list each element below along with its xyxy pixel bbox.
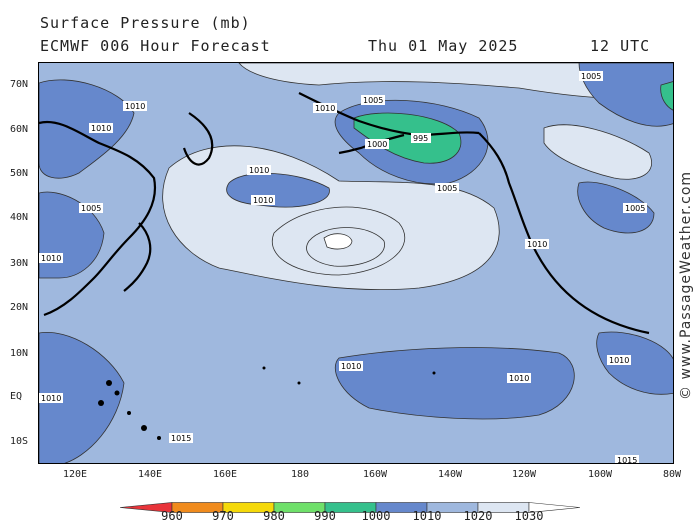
- lat-label-10n: 10N: [10, 348, 29, 359]
- isobar-label-text-4: 1005: [363, 96, 383, 105]
- isobar-label-9: 1010: [247, 165, 271, 175]
- lat-label-40n: 40N: [10, 212, 29, 223]
- isobar-label-7: 1005: [435, 183, 459, 193]
- isobar-label-text-5: 1000: [367, 140, 387, 149]
- legend-label-970: 970: [212, 509, 234, 523]
- site-credit: © www.PassageWeather.com: [678, 170, 694, 400]
- low-pressure-canada-core: [660, 81, 673, 111]
- legend-swatch-8: [528, 502, 581, 513]
- low-pressure-na-west: [577, 181, 655, 234]
- isobar-label-text-8: 1010: [253, 196, 273, 205]
- isobar-label-14: 1010: [507, 373, 531, 383]
- lat-label-60n: 60N: [10, 124, 29, 135]
- isobar-label-text-1: 1010: [125, 102, 145, 111]
- isobar-label-2: 1010: [89, 123, 113, 133]
- lat-label-10s: 10S: [10, 436, 29, 447]
- isobar-label-16: 1015: [169, 433, 193, 443]
- isobar-label-5: 1000: [365, 139, 389, 149]
- lat-label-eq: EQ: [10, 391, 23, 402]
- isobar-label-text-10: 1010: [527, 240, 547, 249]
- islands: [98, 366, 436, 440]
- forecast-date: Thu 01 May 2025: [368, 37, 519, 55]
- isobar-label-13: 1010: [339, 361, 363, 371]
- isobar-label-text-7: 1005: [437, 184, 457, 193]
- high-pressure-inner-1: [271, 206, 406, 276]
- isobar-label-text-18: 1015: [617, 456, 637, 464]
- low-pressure-equatorial-east: [334, 347, 575, 420]
- lon-label-120e: 120E: [62, 469, 88, 480]
- isobar-label-text-20: 1010: [41, 254, 61, 263]
- isobar-label-text-16: 1015: [171, 434, 191, 443]
- isobar-label-text-12: 1005: [581, 72, 601, 81]
- lon-label-80w: 80W: [662, 469, 682, 480]
- coastline-asia: [39, 120, 157, 317]
- forecast-time: 12 UTC: [590, 37, 651, 55]
- legend-label-980: 980: [263, 509, 285, 523]
- lon-label-160e: 160E: [212, 469, 238, 480]
- low-pressure-equatorial-west: [39, 331, 125, 463]
- isobar-label-4: 1005: [361, 95, 385, 105]
- isobar-label-17: 1010: [607, 355, 631, 365]
- lon-label-100w: 100W: [587, 469, 613, 480]
- legend-label-1000: 1000: [361, 509, 391, 523]
- lat-label-20n: 20N: [10, 302, 29, 313]
- legend-label-1010: 1010: [412, 509, 442, 523]
- isobar-label-8: 1010: [251, 195, 275, 205]
- isobar-labels: 1010 1010 1010 1005 1000 995 1005 1010 1…: [39, 71, 647, 464]
- isobar-label-20: 1010: [39, 253, 63, 263]
- isobar-label-18: 1015: [615, 455, 639, 464]
- lat-label-70n: 70N: [10, 79, 29, 90]
- coastline-japan: [123, 222, 152, 292]
- isobar-label-3: 1010: [313, 103, 337, 113]
- isobar-label-text-15: 1010: [41, 394, 61, 403]
- isobar-label-text-6: 995: [413, 134, 428, 143]
- model-label: ECMWF 006 Hour Forecast: [40, 37, 271, 55]
- isobar-label-6: 995: [411, 133, 431, 143]
- high-pressure-na: [543, 124, 652, 180]
- lon-label-140e: 140E: [137, 469, 163, 480]
- high-pressure-inner-2: [306, 227, 385, 267]
- pressure-legend: [119, 502, 581, 513]
- isobar-label-10: 1010: [525, 239, 549, 249]
- lat-label-30n: 30N: [10, 258, 29, 269]
- low-pressure-siberia: [39, 79, 135, 179]
- legend-label-1030: 1030: [514, 509, 544, 523]
- isobar-label-text-2: 1010: [91, 124, 111, 133]
- lon-label-120w: 120W: [511, 469, 537, 480]
- lon-label-160w: 160W: [362, 469, 388, 480]
- isobar-label-text-9: 1010: [249, 166, 269, 175]
- isobar-label-15: 1010: [39, 393, 63, 403]
- isobar-label-12: 1005: [579, 71, 603, 81]
- pressure-map: 1010 1010 1010 1005 1000 995 1005 1010 1…: [38, 62, 674, 464]
- isobar-label-text-11: 1005: [625, 204, 645, 213]
- legend-label-990: 990: [314, 509, 336, 523]
- isobar-label-11: 1005: [623, 203, 647, 213]
- chart-title: Surface Pressure (mb): [40, 14, 251, 32]
- isobar-label-text-14: 1010: [509, 374, 529, 383]
- isobar-label-text-19: 1005: [81, 204, 101, 213]
- coastline-kamchatka: [182, 112, 214, 166]
- lon-label-140w: 140W: [437, 469, 463, 480]
- legend-label-1020: 1020: [463, 509, 493, 523]
- legend-label-960: 960: [161, 509, 183, 523]
- lat-label-50n: 50N: [10, 168, 29, 179]
- isobar-label-1: 1010: [123, 101, 147, 111]
- high-pressure-center: [323, 233, 353, 250]
- low-pressure-central-america: [596, 331, 673, 395]
- isobar-label-text-13: 1010: [341, 362, 361, 371]
- isobar-label-text-3: 1010: [315, 104, 335, 113]
- isobar-label-text-17: 1010: [609, 356, 629, 365]
- lon-label-180: 180: [290, 469, 310, 480]
- isobar-label-19: 1005: [79, 203, 103, 213]
